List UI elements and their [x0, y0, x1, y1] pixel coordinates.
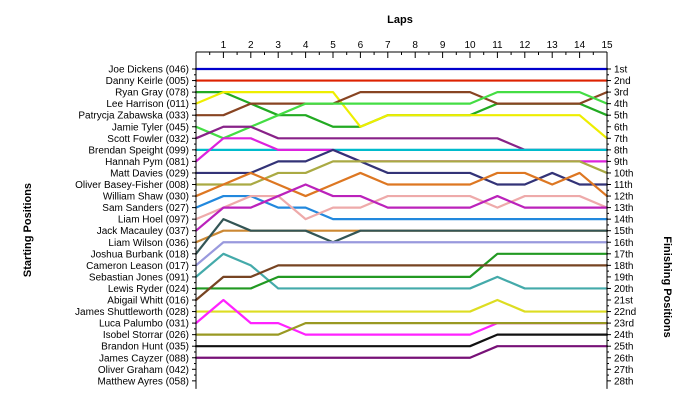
finishing-label-13: 13th — [614, 203, 633, 214]
starting-label-26: James Cayzer (088) — [99, 353, 189, 364]
x-tick-label-12: 12 — [519, 40, 531, 51]
finishing-label-24: 24th — [614, 330, 633, 341]
x-tick-label-4: 4 — [303, 40, 309, 51]
finishing-label-23: 23rd — [614, 319, 634, 330]
series-line-5 — [194, 90, 609, 117]
series-line-17 — [194, 218, 609, 255]
starting-label-23: Luca Palumbo (031) — [99, 319, 189, 330]
x-tick-label-9: 9 — [440, 40, 446, 51]
x-tick-label-3: 3 — [275, 40, 281, 51]
finishing-label-6: 6th — [614, 122, 628, 133]
starting-label-2: Danny Keirle (005) — [106, 76, 189, 87]
finishing-label-26: 26th — [614, 353, 633, 364]
starting-label-1: Joe Dickens (046) — [108, 65, 189, 76]
finishing-label-15: 15th — [614, 226, 633, 237]
starting-label-21: Abigail Whitt (016) — [107, 296, 189, 307]
starting-label-20: Lewis Ryder (024) — [108, 284, 189, 295]
starting-label-9: Hannah Pym (081) — [105, 157, 189, 168]
finishing-label-21: 21st — [614, 296, 633, 307]
axes-layer — [192, 51, 611, 389]
series-line-12 — [194, 171, 609, 198]
series-line-10 — [194, 148, 609, 186]
right-axis-title: Finishing Positions — [661, 236, 673, 337]
starting-label-25: Brandon Hunt (035) — [101, 342, 189, 353]
finishing-label-10: 10th — [614, 168, 633, 179]
finishing-label-11: 11th — [614, 180, 633, 191]
series-line-4 — [194, 90, 609, 140]
finishing-label-17: 17th — [614, 249, 633, 260]
finishing-label-12: 12th — [614, 192, 633, 203]
finishing-label-9: 9th — [614, 157, 628, 168]
series-layer — [194, 67, 609, 359]
finishing-label-28: 28th — [614, 376, 633, 387]
starting-label-6: Jamie Tyler (045) — [112, 122, 189, 133]
finishing-label-14: 14th — [614, 215, 633, 226]
starting-label-4: Lee Harrison (011) — [106, 99, 189, 110]
left-axis-title: Starting Positions — [22, 183, 34, 277]
series-line-16 — [194, 229, 609, 244]
series-line-14 — [194, 194, 609, 221]
starting-label-28: Matthew Ayres (058) — [97, 376, 189, 387]
starting-label-15: Jack Macauley (037) — [97, 226, 189, 237]
x-tick-label-2: 2 — [248, 40, 254, 51]
finishing-label-25: 25th — [614, 342, 633, 353]
series-line-20 — [194, 252, 609, 290]
chart-title: Laps — [387, 14, 413, 26]
starting-label-17: Joshua Burbank (018) — [91, 249, 189, 260]
finishing-label-1: 1st — [614, 65, 628, 76]
starting-label-22: James Shuttleworth (028) — [75, 307, 189, 318]
starting-label-19: Sebastian Jones (091) — [89, 272, 189, 283]
finishing-label-7: 7th — [614, 134, 628, 145]
x-tick-label-15: 15 — [601, 40, 613, 51]
starting-label-16: Liam Wilson (036) — [108, 238, 189, 249]
series-line-7 — [194, 125, 609, 151]
x-tick-label-6: 6 — [358, 40, 364, 51]
series-line-6 — [194, 90, 609, 140]
finishing-label-18: 18th — [614, 261, 633, 272]
x-tick-label-7: 7 — [385, 40, 391, 51]
starting-label-18: Cameron Leason (017) — [86, 261, 189, 272]
starting-label-13: Sam Sanders (027) — [102, 203, 189, 214]
finishing-label-2: 2nd — [614, 76, 631, 87]
x-tick-label-5: 5 — [330, 40, 336, 51]
x-tick-label-11: 11 — [492, 40, 503, 51]
starting-label-5: Patrycja Zabawska (033) — [78, 111, 189, 122]
starting-label-24: Isobel Storrar (026) — [103, 330, 189, 341]
series-line-3 — [194, 90, 609, 128]
finishing-label-22: 22nd — [614, 307, 636, 318]
starting-label-8: Brendan Speight (099) — [88, 145, 189, 156]
series-line-22 — [194, 298, 609, 313]
x-tick-label-14: 14 — [574, 40, 586, 51]
x-tick-label-13: 13 — [547, 40, 559, 51]
series-line-15 — [194, 183, 609, 232]
series-line-18 — [194, 241, 609, 267]
series-line-25 — [194, 333, 609, 348]
finishing-label-20: 20th — [614, 284, 633, 295]
finishing-label-27: 27th — [614, 365, 633, 376]
finishing-label-19: 19th — [614, 272, 633, 283]
x-tick-label-1: 1 — [221, 40, 227, 51]
finishing-label-3: 3rd — [614, 88, 628, 99]
series-line-23 — [194, 298, 609, 336]
starting-label-11: Oliver Basey-Fisher (008) — [75, 180, 189, 191]
series-line-21 — [194, 264, 609, 302]
finishing-label-16: 16th — [614, 238, 633, 249]
series-line-24 — [194, 322, 609, 336]
starting-label-14: Liam Hoel (097) — [118, 215, 189, 226]
series-line-19 — [194, 252, 609, 290]
finishing-label-5: 5th — [614, 111, 628, 122]
starting-label-10: Matt Davies (029) — [110, 168, 189, 179]
starting-label-27: Oliver Graham (042) — [98, 365, 189, 376]
x-tick-label-10: 10 — [464, 40, 476, 51]
finishing-label-8: 8th — [614, 145, 628, 156]
starting-label-12: William Shaw (030) — [103, 192, 189, 203]
starting-label-3: Ryan Gray (078) — [115, 88, 189, 99]
finishing-label-4: 4th — [614, 99, 628, 110]
series-line-26 — [194, 345, 609, 359]
x-tick-label-8: 8 — [412, 40, 418, 51]
starting-label-7: Scott Fowler (032) — [107, 134, 189, 145]
